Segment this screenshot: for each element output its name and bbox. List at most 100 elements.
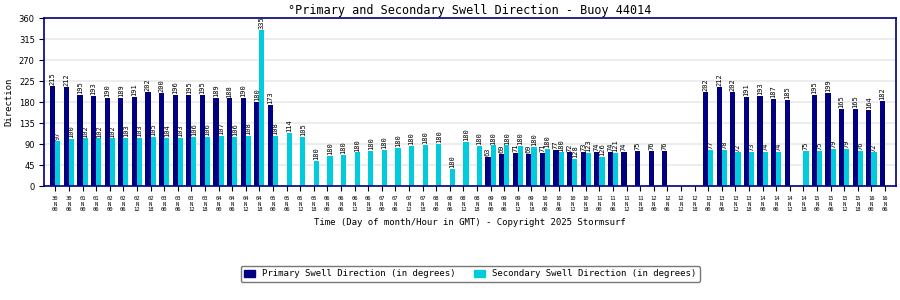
Text: 123: 123 [585,139,591,152]
Text: 202: 202 [145,78,151,91]
Bar [771,99,776,186]
Bar [722,150,727,186]
Bar [213,98,219,186]
Text: 191: 191 [743,83,750,96]
Bar [314,161,319,186]
Text: 202: 202 [730,78,736,91]
Bar [192,136,196,186]
Text: 71: 71 [512,143,518,152]
Text: 165: 165 [839,95,844,108]
Bar [131,97,137,186]
Bar [104,98,110,186]
Bar [513,153,518,186]
Text: 164: 164 [866,96,872,109]
Bar [531,147,536,186]
Bar [762,152,768,186]
Text: 180: 180 [449,156,455,168]
Text: 188: 188 [227,85,232,98]
Bar [758,96,762,186]
Text: 105: 105 [150,123,156,136]
Text: 196: 196 [172,81,178,94]
Text: 103: 103 [137,124,142,137]
Text: 79: 79 [843,140,850,148]
Bar [450,169,454,186]
Text: 108: 108 [273,122,278,135]
Bar [544,149,550,186]
Bar [300,137,305,186]
Bar [55,141,60,186]
Text: 180: 180 [395,135,400,147]
Bar [649,151,653,186]
Bar [240,98,246,186]
Bar [743,97,749,186]
Bar [831,149,836,186]
Bar [368,151,373,186]
Bar [580,152,586,186]
Text: 189: 189 [118,84,123,97]
Bar [219,136,224,186]
Bar [159,93,164,186]
Bar [173,95,177,186]
Bar [613,153,618,186]
Bar [785,100,789,186]
Text: 190: 190 [240,84,246,97]
Bar [382,150,387,186]
Text: 69: 69 [526,144,532,153]
Text: 212: 212 [63,74,69,86]
Text: 190: 190 [104,84,110,97]
Text: 71: 71 [539,143,545,152]
Title: °Primary and Secondary Swell Direction - Buoy 44014: °Primary and Secondary Swell Direction -… [289,4,652,17]
Text: 180: 180 [558,139,564,152]
Bar [880,101,885,186]
Text: 195: 195 [76,82,83,94]
Legend: Primary Swell Direction (in degrees), Secondary Swell Direction (in degrees): Primary Swell Direction (in degrees), Se… [240,266,699,282]
Bar [254,102,259,186]
Bar [436,144,441,186]
Text: 180: 180 [327,142,333,155]
Text: 103: 103 [177,124,184,137]
Bar [839,109,844,186]
Bar [749,152,754,186]
Bar [716,87,722,186]
Text: 102: 102 [95,125,102,138]
Text: 108: 108 [246,122,251,135]
Text: 73: 73 [749,142,754,151]
Text: 182: 182 [879,88,886,100]
Text: 106: 106 [231,123,238,136]
Bar [504,146,509,186]
Bar [708,150,714,186]
Bar [635,151,640,186]
Bar [858,151,863,186]
Text: 215: 215 [50,72,56,85]
X-axis label: Time (Day of month/Hour in GMT) - Copyright 2025 Stormsurf: Time (Day of month/Hour in GMT) - Copyri… [314,218,626,227]
Bar [409,146,414,186]
Text: 107: 107 [218,122,224,135]
Y-axis label: Direction: Direction [4,78,13,126]
Bar [268,105,273,186]
Text: 180: 180 [409,133,415,146]
Text: 72: 72 [567,143,572,152]
Text: 200: 200 [158,79,165,92]
Bar [871,152,877,186]
Text: 180: 180 [340,142,346,154]
Text: 180: 180 [422,131,428,144]
Text: 191: 191 [131,83,138,96]
Text: 180: 180 [382,136,387,149]
Text: 195: 195 [199,82,205,94]
Bar [50,86,55,186]
Text: 187: 187 [770,85,777,98]
Bar [730,92,735,186]
Text: 75: 75 [816,142,823,150]
Text: 180: 180 [436,130,442,143]
Text: 75: 75 [803,142,809,150]
Text: 126: 126 [598,143,605,156]
Text: 165: 165 [852,95,859,108]
Text: 69: 69 [499,144,505,153]
Bar [69,140,74,186]
Text: 102: 102 [109,125,115,138]
Bar [866,110,871,186]
Bar [825,93,831,186]
Text: 76: 76 [858,141,863,150]
Bar [205,136,210,186]
Text: 193: 193 [91,82,96,95]
